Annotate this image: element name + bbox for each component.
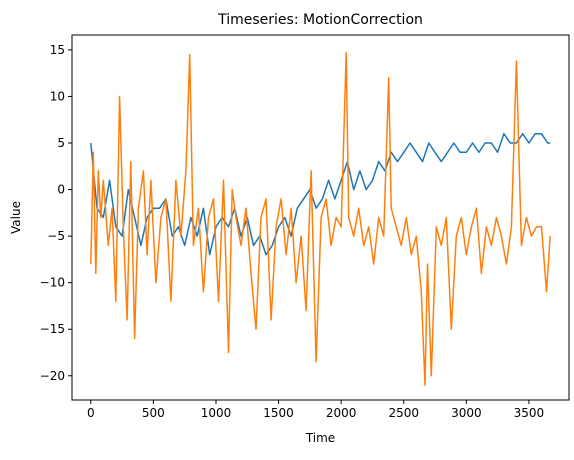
x-tick-label: 2000 [326, 406, 357, 420]
axes-frame [71, 34, 570, 401]
tick-layer: 0 500 1000 1500 2000 2500 3000 3500 −20 −15 −10 −5 0… [40, 43, 545, 420]
x-tick-label: 3500 [514, 406, 545, 420]
y-tick-label: 0 [57, 183, 65, 197]
series-layer [90, 51, 551, 386]
chart-title: Timeseries: MotionCorrection [217, 12, 423, 28]
series-line-1 [90, 51, 551, 386]
x-tick-label: 500 [142, 406, 165, 420]
x-tick-label: 0 [87, 406, 95, 420]
y-tick-label: −15 [40, 322, 65, 336]
x-tick-label: 3000 [451, 406, 482, 420]
y-tick-label: 10 [50, 89, 65, 103]
x-tick-label: 1000 [201, 406, 232, 420]
y-tick-label: 15 [50, 43, 65, 57]
y-tick-label: −20 [40, 369, 65, 383]
x-tick-label: 1500 [263, 406, 294, 420]
y-tick-label: 5 [57, 136, 65, 150]
y-axis-label: Value [9, 201, 23, 234]
y-tick-label: −5 [47, 229, 65, 243]
x-tick-label: 2500 [388, 406, 419, 420]
y-tick-label: −10 [40, 276, 65, 290]
series-line-0 [90, 132, 551, 256]
x-axis-label: Time [305, 431, 335, 445]
series-1 [90, 51, 551, 386]
series-0 [90, 132, 551, 256]
